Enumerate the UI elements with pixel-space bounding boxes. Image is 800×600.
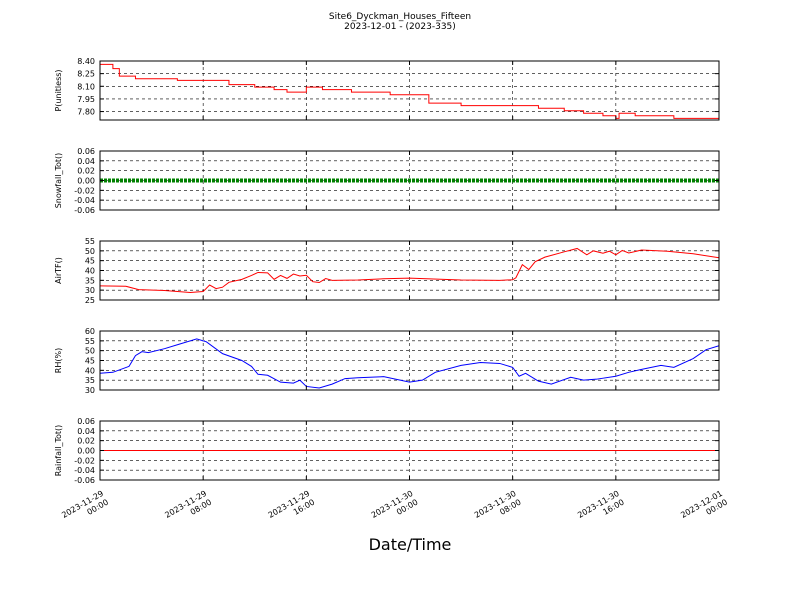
- y-tick-label: 50: [85, 247, 95, 256]
- y-tick-label: 45: [85, 257, 95, 266]
- y-tick-label: 0.00: [77, 447, 95, 456]
- panel-1: 8.40 8.25 8.10 7.95 7.80 P(unitless): [54, 57, 720, 121]
- y-tick-label: 0.04: [77, 157, 95, 166]
- y-tick-label: 0.06: [77, 417, 95, 426]
- panel-5: 0.060.040.020.00-0.02-0.04-0.06 Rainfall_…: [54, 417, 720, 485]
- y-tick-label: 40: [85, 267, 95, 276]
- y-tick-label: 8.25: [77, 70, 95, 79]
- y-tick-label: 8.40: [77, 57, 95, 66]
- y-tick-label: -0.06: [74, 476, 95, 485]
- panel-3-series-line: [99, 247, 720, 294]
- y-tick-label: 0.02: [77, 167, 95, 176]
- y-tick-label: -0.04: [74, 196, 95, 205]
- chart-subtitle: 2023-12-01 - (2023-335): [344, 22, 456, 32]
- y-tick-label: 0.04: [77, 427, 95, 436]
- y-tick-label: -0.02: [74, 186, 95, 195]
- panel-3-grid: [99, 240, 720, 301]
- x-axis-label: Date/Time: [369, 535, 452, 554]
- panel-1-y-axis-label: P(unitless): [54, 69, 63, 111]
- y-tick-label: 35: [85, 276, 95, 285]
- y-tick-label: 25: [85, 296, 95, 305]
- y-tick-label: 55: [85, 337, 95, 346]
- y-tick-label: 55: [85, 237, 95, 246]
- y-tick-label: 0.02: [77, 437, 95, 446]
- y-tick-label: -0.02: [74, 456, 95, 465]
- panel-2: 0.060.040.020.00-0.02-0.04-0.06 Snowfall_…: [54, 147, 720, 215]
- panel-3-y-axis-label: AirTF(): [54, 257, 63, 284]
- y-tick-label: 0.06: [77, 147, 95, 156]
- panel-5-y-axis-label: Rainfall_Tot(): [54, 425, 63, 477]
- panel-2-y-axis-label: Snowfall_Tot(): [54, 153, 63, 209]
- y-tick-label: 45: [85, 357, 95, 366]
- y-tick-label: 40: [85, 366, 95, 375]
- y-tick-label: 30: [85, 286, 95, 295]
- y-tick-label: 7.80: [77, 108, 95, 117]
- y-tick-label: 60: [85, 327, 95, 336]
- y-tick-label: -0.06: [74, 206, 95, 215]
- y-tick-label: 0.00: [77, 177, 95, 186]
- y-tick-label: 30: [85, 386, 95, 395]
- panel-1-grid: [99, 60, 720, 120]
- y-tick-label: -0.04: [74, 466, 95, 475]
- chart-title: Site6_Dyckman_Houses_Fifteen: [329, 12, 471, 22]
- panels-group: 8.408.258.107.957.80P(unitless)0.060.040…: [54, 57, 720, 485]
- y-tick-label: 50: [85, 347, 95, 356]
- y-tick-label: 7.95: [77, 95, 95, 104]
- panel-4-y-axis-label: RH(%): [54, 348, 63, 373]
- panel-4-series-line: [99, 338, 720, 389]
- y-tick-label: 8.10: [77, 82, 95, 91]
- y-tick-label: 35: [85, 376, 95, 385]
